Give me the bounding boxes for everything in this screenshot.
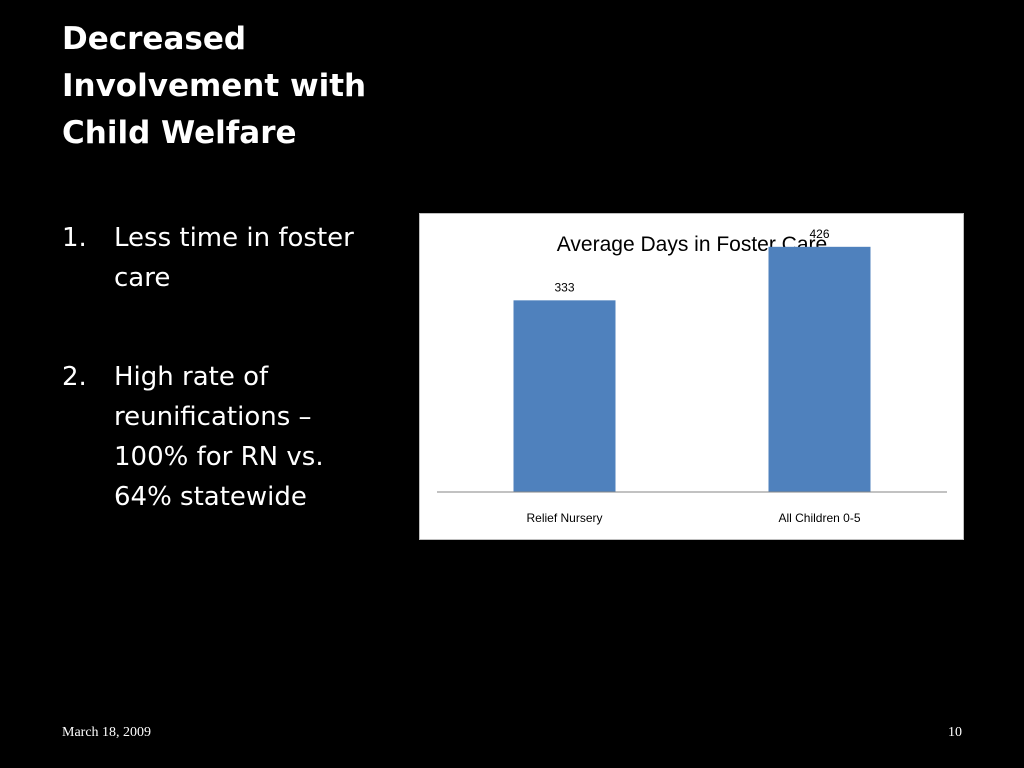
slide-title-line: Involvement with	[62, 68, 367, 104]
bullet-text: Less time in foster care	[114, 218, 392, 298]
bar-1	[768, 246, 871, 492]
bullet-text: High rate of reunifications – 100% for R…	[114, 357, 392, 517]
bullet-text-line: Less time in foster	[114, 223, 354, 253]
slide-title-line: Child Welfare	[62, 115, 297, 151]
bullet-text-line: 100% for RN vs.	[114, 442, 324, 472]
bars-layer	[513, 246, 871, 492]
slide-title: Decreased Involvement with Child Welfare	[62, 16, 402, 157]
bullet-text-line: 64% statewide	[114, 482, 307, 512]
bullet-text-line: High rate of	[114, 362, 269, 392]
labels-layer: 333 Relief Nursery 426 All Children 0-5	[526, 227, 860, 525]
page-number: 10	[948, 725, 962, 740]
footer-date: March 18, 2009	[62, 725, 152, 740]
bullet-text-line: reunifications –	[114, 402, 312, 432]
bullet-item: 1. Less time in foster care	[62, 218, 392, 298]
bullet-item: 2. High rate of reunifications – 100% fo…	[62, 357, 392, 517]
chart-title: Average Days in Foster Care	[557, 233, 827, 256]
bar-chart: Average Days in Foster Care 333 Relief Nu…	[437, 227, 947, 525]
chart-container: Average Days in Foster Care 333 Relief Nu…	[419, 213, 964, 540]
category-label-1: All Children 0-5	[778, 511, 860, 525]
data-label-1: 426	[809, 227, 829, 241]
category-label-0: Relief Nursery	[526, 511, 602, 525]
bullet-list: 1. Less time in foster care 2. High rate…	[62, 218, 392, 576]
bullet-number: 2.	[62, 362, 87, 392]
slide-title-line: Decreased	[62, 21, 247, 57]
bullet-number: 1.	[62, 223, 87, 253]
bar-0	[513, 300, 616, 492]
bullet-text-line: care	[114, 263, 171, 293]
data-label-0: 333	[554, 280, 574, 294]
